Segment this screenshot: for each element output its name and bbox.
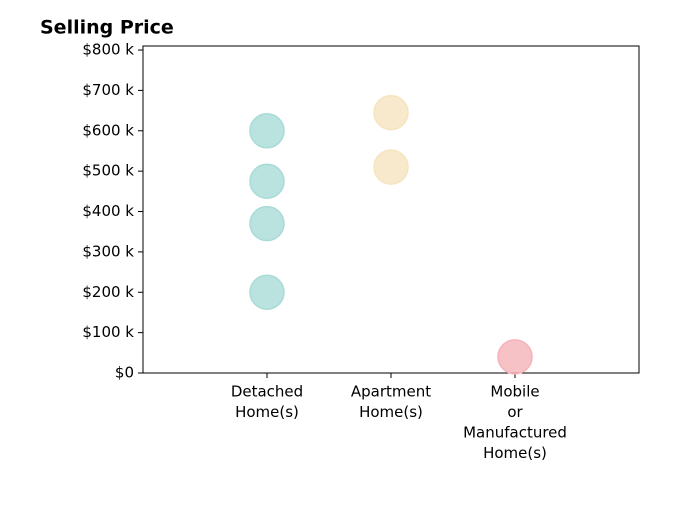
point — [373, 94, 409, 131]
x-tick-label: Home(s) — [359, 403, 423, 421]
x-tick-label: Detached — [231, 383, 303, 401]
point — [249, 163, 285, 199]
y-tick-label: $0 — [115, 364, 134, 382]
x-tick-label: Home(s) — [235, 403, 299, 421]
y-tick-label: $300 k — [82, 242, 134, 260]
point — [497, 339, 533, 375]
y-tick-label: $600 k — [82, 121, 134, 139]
point — [249, 205, 285, 242]
x-tick-label: or — [507, 403, 523, 421]
y-tick-label: $100 k — [82, 323, 134, 341]
y-tick-label: $500 k — [82, 162, 134, 180]
y-tick-label: $200 k — [82, 283, 134, 301]
y-tick-label: $800 k — [82, 41, 134, 59]
y-tick-label: $700 k — [82, 81, 134, 99]
x-tick-label: Mobile — [490, 383, 539, 401]
point — [249, 274, 285, 311]
x-tick-label: Manufactured — [463, 424, 567, 442]
point — [249, 113, 285, 149]
chart-title: Selling Price — [40, 17, 174, 39]
point — [373, 149, 409, 185]
x-tick-label: Apartment — [351, 383, 431, 401]
x-tick-label: Home(s) — [483, 444, 547, 462]
y-tick-label: $400 k — [82, 202, 134, 220]
